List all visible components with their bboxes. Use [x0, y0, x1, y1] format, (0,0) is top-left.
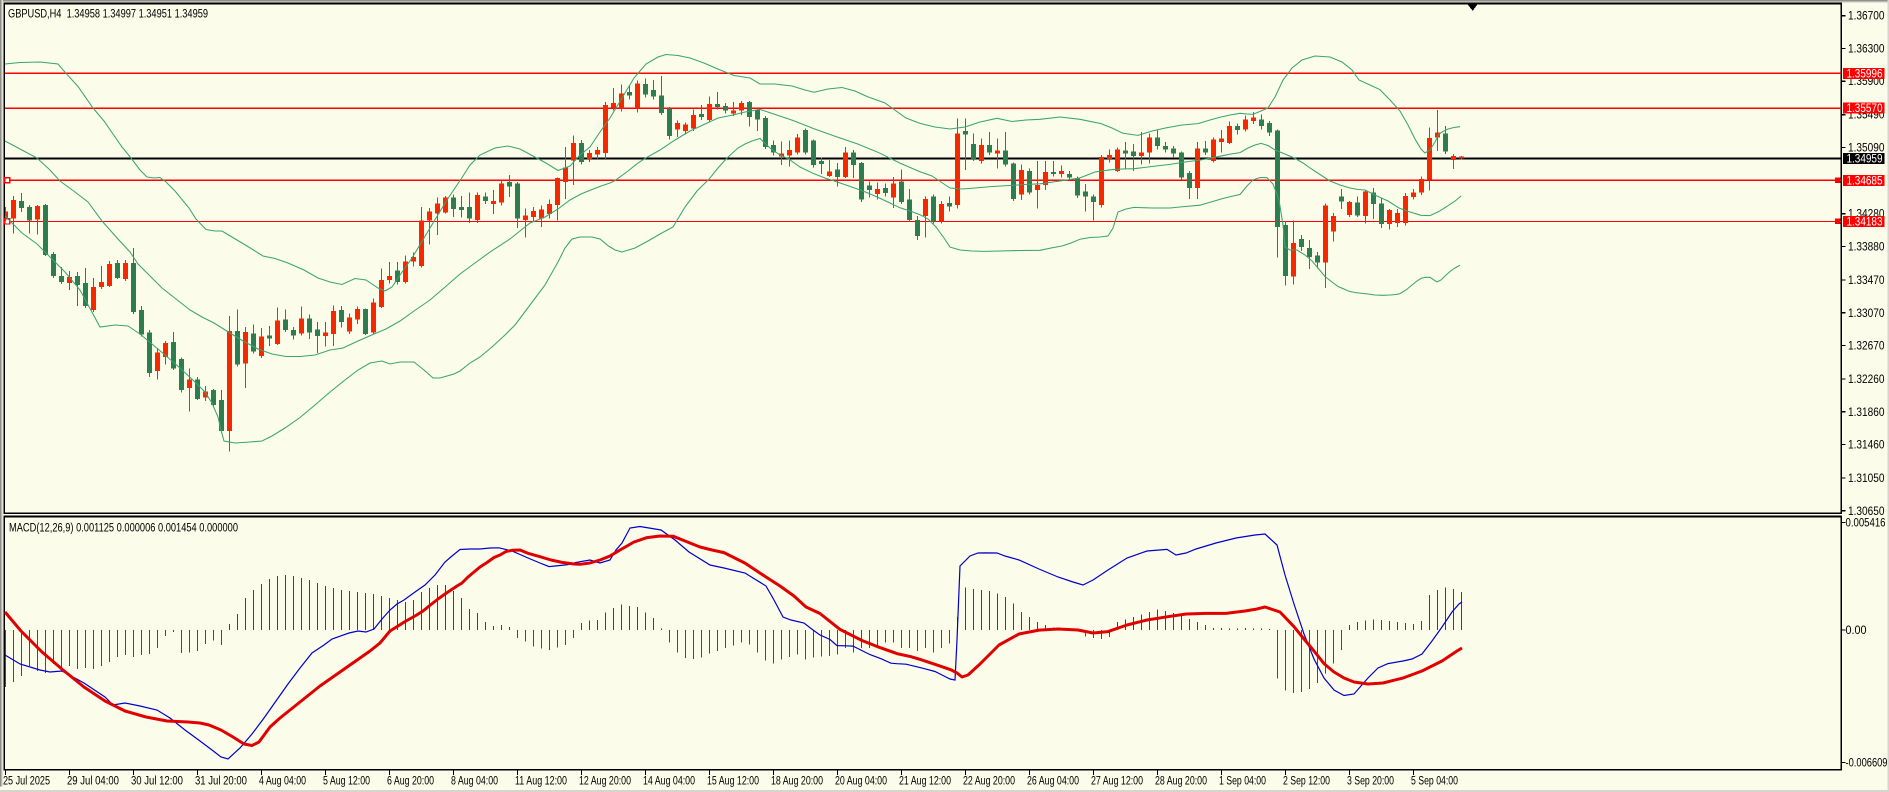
svg-text:0.005416: 0.005416	[1846, 518, 1886, 530]
svg-text:27 Aug 12:00: 27 Aug 12:00	[1091, 776, 1143, 788]
svg-text:GBPUSD,H4 1.34958 1.34997 1.3: GBPUSD,H4 1.34958 1.34997 1.34951 1.3495…	[8, 7, 208, 21]
svg-text:1 Sep 04:00: 1 Sep 04:00	[1219, 776, 1266, 788]
svg-text:15 Aug 12:00: 15 Aug 12:00	[707, 776, 759, 788]
svg-text:21 Aug 12:00: 21 Aug 12:00	[899, 776, 951, 788]
svg-text:1.33070: 1.33070	[1848, 308, 1885, 320]
svg-text:28 Aug 20:00: 28 Aug 20:00	[1155, 776, 1207, 788]
svg-text:1.31050: 1.31050	[1848, 473, 1885, 485]
svg-text:20 Aug 04:00: 20 Aug 04:00	[835, 776, 887, 788]
svg-text:1.34959: 1.34959	[1847, 153, 1883, 165]
svg-text:25 Jul 2025: 25 Jul 2025	[3, 776, 50, 788]
svg-text:29 Jul 04:00: 29 Jul 04:00	[67, 776, 119, 788]
svg-text:1.35996: 1.35996	[1847, 68, 1883, 80]
svg-text:1.35090: 1.35090	[1848, 143, 1885, 155]
svg-text:31 Jul 20:00: 31 Jul 20:00	[195, 776, 247, 788]
svg-text:1.36700: 1.36700	[1848, 11, 1885, 23]
svg-text:5 Aug 12:00: 5 Aug 12:00	[323, 776, 370, 788]
svg-text:5 Sep 04:00: 5 Sep 04:00	[1411, 776, 1458, 788]
svg-text:22 Aug 20:00: 22 Aug 20:00	[963, 776, 1015, 788]
svg-text:1.33880: 1.33880	[1848, 242, 1885, 254]
svg-text:1.32260: 1.32260	[1848, 374, 1885, 386]
svg-text:MACD(12,26,9) 0.001125 0.00000: MACD(12,26,9) 0.001125 0.000006 0.001454…	[9, 523, 238, 535]
svg-text:18 Aug 20:00: 18 Aug 20:00	[771, 776, 823, 788]
svg-text:0.00: 0.00	[1846, 625, 1867, 637]
svg-text:1.31860: 1.31860	[1848, 407, 1885, 419]
svg-text:1.34183: 1.34183	[1847, 216, 1883, 228]
svg-text:1.36300: 1.36300	[1848, 43, 1885, 55]
svg-text:1.35900: 1.35900	[1848, 76, 1885, 88]
svg-text:1.34685: 1.34685	[1847, 175, 1883, 187]
svg-text:1.30650: 1.30650	[1848, 506, 1885, 518]
svg-text:2 Sep 12:00: 2 Sep 12:00	[1283, 776, 1330, 788]
svg-text:1.35570: 1.35570	[1847, 103, 1883, 115]
svg-text:26 Aug 04:00: 26 Aug 04:00	[1027, 776, 1079, 788]
svg-text:1.32670: 1.32670	[1848, 341, 1885, 353]
svg-text:4 Aug 04:00: 4 Aug 04:00	[259, 776, 306, 788]
svg-text:1.31460: 1.31460	[1848, 440, 1885, 452]
svg-text:8 Aug 04:00: 8 Aug 04:00	[451, 776, 498, 788]
svg-text:14 Aug 04:00: 14 Aug 04:00	[643, 776, 695, 788]
svg-text:30 Jul 12:00: 30 Jul 12:00	[131, 776, 183, 788]
svg-text:-0.006609: -0.006609	[1846, 758, 1888, 770]
svg-text:1.33470: 1.33470	[1848, 275, 1885, 287]
svg-text:3 Sep 20:00: 3 Sep 20:00	[1347, 776, 1394, 788]
svg-text:6 Aug 20:00: 6 Aug 20:00	[387, 776, 434, 788]
svg-text:11 Aug 12:00: 11 Aug 12:00	[515, 776, 567, 788]
svg-text:12 Aug 20:00: 12 Aug 20:00	[579, 776, 631, 788]
